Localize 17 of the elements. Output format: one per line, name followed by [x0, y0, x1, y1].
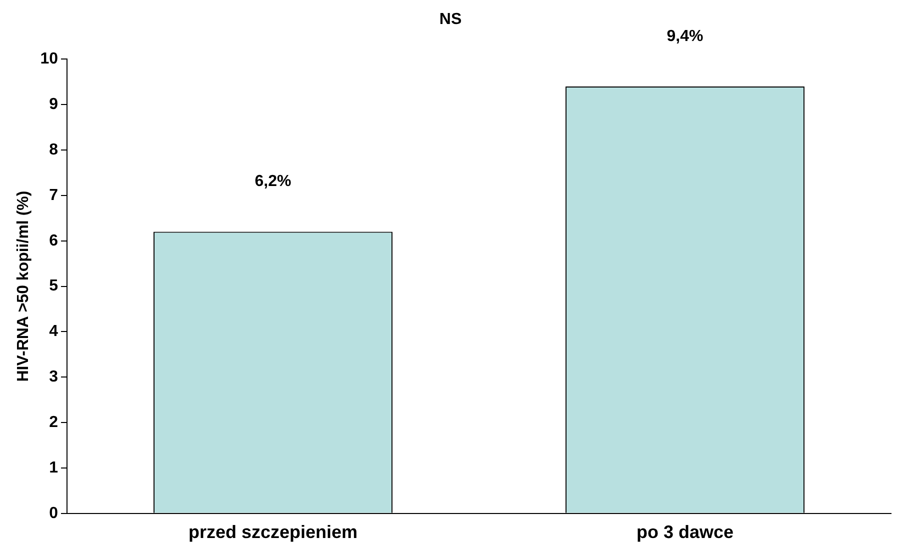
data-label: 9,4%	[666, 28, 704, 45]
y-tick-label: 6	[49, 232, 58, 250]
data-label: 6,2%	[254, 173, 292, 190]
y-tick-label: 8	[49, 141, 58, 158]
y-tick-label: 0	[49, 504, 58, 522]
x-tick-label: po 3 dawce	[636, 522, 734, 542]
y-tick-label: 7	[49, 186, 58, 204]
y-tick-label: 9	[49, 96, 58, 114]
y-axis-title: HIV-RNA >50 kopii/ml (%)	[15, 190, 32, 382]
y-tick-label: 2	[49, 414, 58, 431]
y-tick-label: 5	[49, 278, 58, 295]
y-tick-label: 10	[40, 50, 58, 68]
chart-title: NS	[439, 11, 462, 28]
x-tick-label: przed szczepieniem	[188, 522, 358, 542]
y-tick-label: 3	[49, 368, 58, 386]
y-tick-label: 1	[49, 459, 58, 476]
y-tick-label: 4	[49, 323, 58, 340]
